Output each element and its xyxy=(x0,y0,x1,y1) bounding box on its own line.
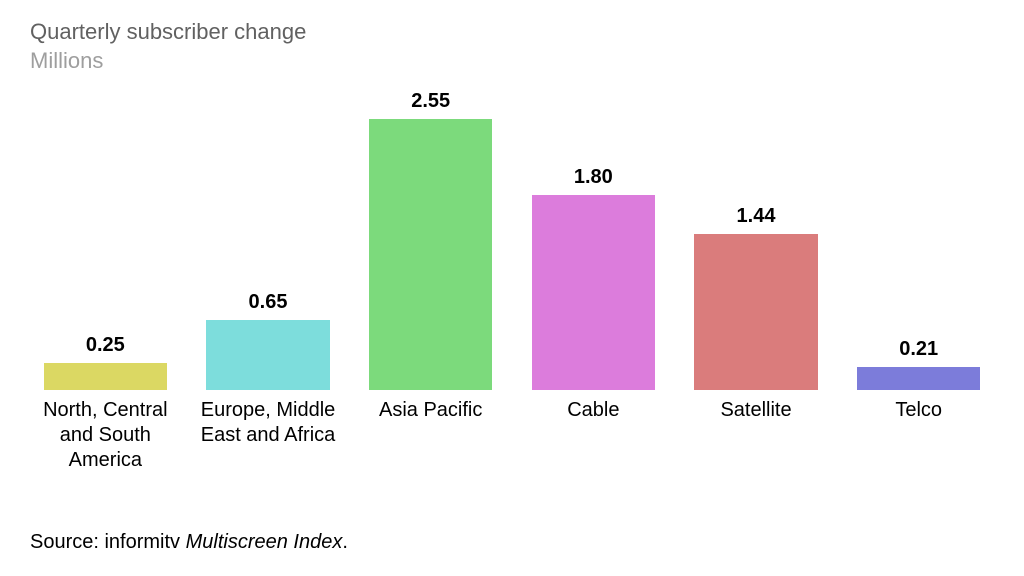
source-suffix: . xyxy=(342,531,348,553)
bar-chart-area: 0.25 0.65 2.55 1.80 1.44 0.21 xyxy=(30,90,994,390)
bar-value-label: 1.80 xyxy=(574,166,613,189)
bar-column: 0.21 xyxy=(843,90,994,390)
bar-column: 0.65 xyxy=(193,90,344,390)
bar-rect xyxy=(44,363,168,390)
category-label: Satellite xyxy=(681,398,832,473)
bar-rect xyxy=(694,234,818,390)
bar-rect xyxy=(532,195,656,390)
chart-container: Quarterly subscriber change Millions 0.2… xyxy=(0,0,1024,576)
bar-value-label: 2.55 xyxy=(411,90,450,113)
chart-title: Quarterly subscriber change xyxy=(30,18,994,47)
category-label: Asia Pacific xyxy=(355,398,506,473)
bar-column: 2.55 xyxy=(355,90,506,390)
bar-value-label: 0.65 xyxy=(249,291,288,314)
chart-subtitle: Millions xyxy=(30,47,994,76)
bar-value-label: 1.44 xyxy=(737,205,776,228)
bar-column: 0.25 xyxy=(30,90,181,390)
source-name: Multiscreen Index xyxy=(186,531,343,553)
category-label: Cable xyxy=(518,398,669,473)
bar-value-label: 0.25 xyxy=(86,334,125,357)
category-label: North, Central and South America xyxy=(30,398,181,473)
bar-column: 1.44 xyxy=(681,90,832,390)
bar-rect xyxy=(206,320,330,390)
category-label: Europe, Middle East and Africa xyxy=(193,398,344,473)
source-prefix: Source: informitv xyxy=(30,531,186,553)
bar-rect xyxy=(857,367,981,390)
bar-rect xyxy=(369,119,493,390)
category-label: Telco xyxy=(843,398,994,473)
bar-value-label: 0.21 xyxy=(899,338,938,361)
category-labels-row: North, Central and South AmericaEurope, … xyxy=(30,398,994,473)
bar-column: 1.80 xyxy=(518,90,669,390)
source-line: Source: informitv Multiscreen Index. xyxy=(30,531,348,554)
